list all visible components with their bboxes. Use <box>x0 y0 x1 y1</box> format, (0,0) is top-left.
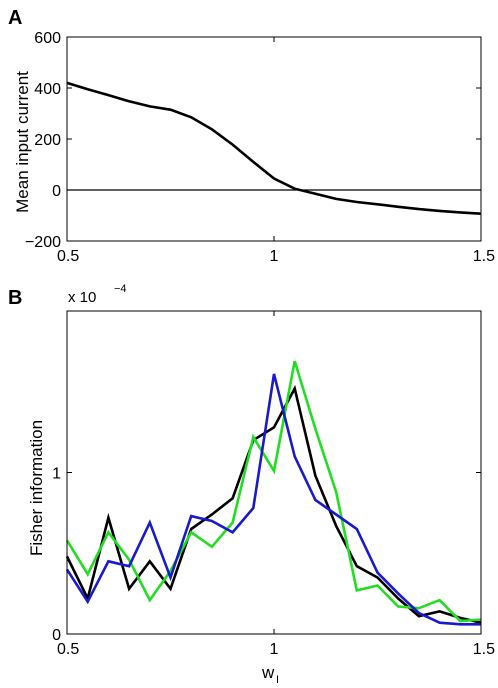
panel-b: B x 10 −4 Fisher information 0.5 1 1.5 0 1 w… <box>8 283 495 686</box>
panel-b-xlabel: w <box>261 663 275 682</box>
panel-b-series-line-3 <box>65 373 481 626</box>
panel-a-letter: A <box>8 7 22 29</box>
panel-b-series-line-1 <box>65 384 482 624</box>
panel-b-ytick-label: 1 <box>52 466 61 483</box>
panel-a-xtick-label: 1.5 <box>473 248 495 265</box>
panel-b-xtick-label: 0.5 <box>57 641 79 658</box>
panel-a-series <box>66 81 482 215</box>
panel-b-series-line-2 <box>65 360 482 623</box>
panel-b-xtick-label: 1 <box>270 641 279 658</box>
panel-b-ytick-label: 0 <box>52 627 61 644</box>
panel-a: A Mean input current 0.5 1 1.5 −200 0 200 400 6… <box>8 7 495 265</box>
panel-a-axes-frame <box>66 36 482 242</box>
panel-b-exponent-label: x 10 <box>68 289 96 306</box>
panel-b-series <box>65 360 482 626</box>
panel-b-xtick-label: 1.5 <box>473 641 495 658</box>
panel-b-ylabel: Fisher information <box>27 420 46 556</box>
panel-a-xtick-label: 1 <box>270 248 279 265</box>
panel-a-ytick-label: −200 <box>25 234 61 251</box>
panel-a-series-line-1 <box>66 81 482 215</box>
panel-a-ytick-label: 400 <box>34 81 61 98</box>
panel-a-ytick-label: 0 <box>52 183 61 200</box>
panel-b-ticks: 0.5 1 1.5 0 1 <box>52 311 495 658</box>
panel-a-xtick-label: 0.5 <box>57 248 79 265</box>
panel-a-ytick-label: 600 <box>34 30 61 47</box>
panel-b-xlabel-subscript: I <box>276 674 279 686</box>
panel-b-exponent-power: −4 <box>114 283 127 295</box>
panel-a-ylabel: Mean input current <box>13 71 32 213</box>
panel-a-ticks: 0.5 1 1.5 −200 0 200 400 600 <box>25 30 495 265</box>
panel-b-axes-frame <box>66 310 482 635</box>
panel-b-letter: B <box>8 287 22 309</box>
panel-a-ytick-label: 200 <box>34 132 61 149</box>
